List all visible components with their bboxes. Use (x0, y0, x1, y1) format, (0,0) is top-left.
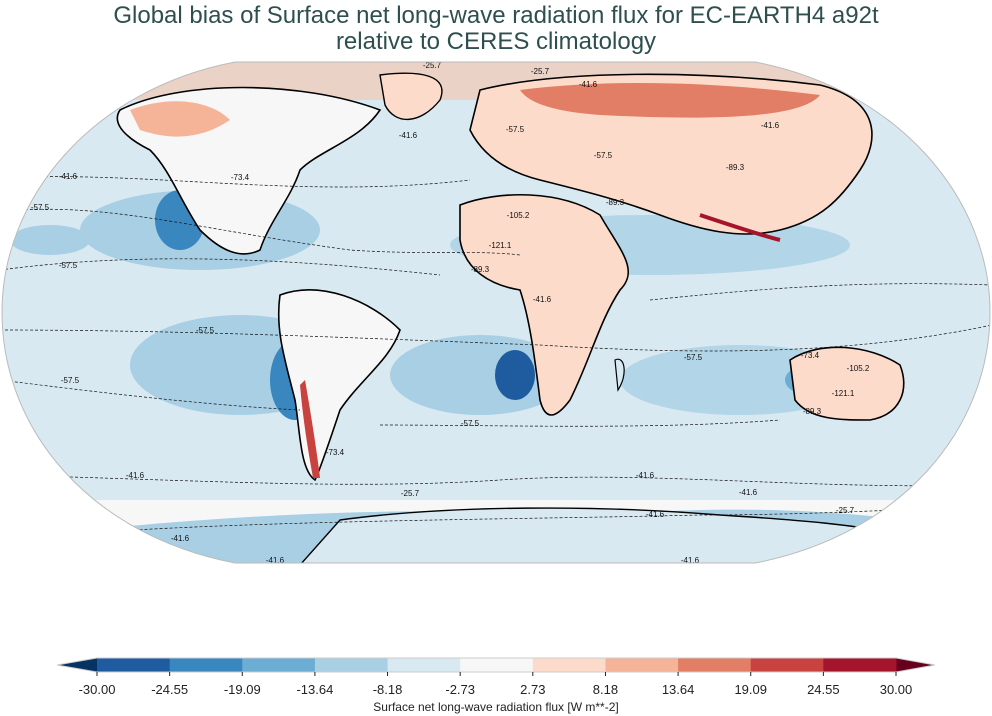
colorbar-segment (460, 658, 534, 672)
contour-label: -57.5 (59, 261, 78, 270)
contour-label: -105.2 (847, 364, 870, 373)
contour-label: -41.6 (266, 556, 285, 565)
colorbar-tick-label: -24.55 (151, 682, 188, 697)
contour-label: -105.2 (507, 211, 530, 220)
greenland (379, 72, 443, 121)
chart-title: Global bias of Surface net long-wave rad… (113, 2, 879, 29)
contour-label: -57.5 (61, 376, 80, 385)
contour-label: -57.5 (506, 125, 525, 134)
colorbar-segment (169, 658, 243, 672)
eurasia (469, 73, 873, 235)
colorbar-tick-label: 2.73 (520, 682, 545, 697)
contour-label: -57.5 (594, 151, 613, 160)
colorbar-tick-label: 13.64 (662, 682, 695, 697)
colorbar-tick-label: -13.64 (296, 682, 333, 697)
contour-label: -25.7 (401, 489, 420, 498)
contour-label: -41.6 (636, 471, 655, 480)
colorbar-tick-label: -30.00 (79, 682, 116, 697)
contour-label: -73.4 (326, 448, 345, 457)
australia (789, 346, 905, 421)
contour-label: -57.5 (684, 353, 703, 362)
map-area: -25.7 -25.7 -41.6 -41.6 -57.5 -57.5 -41.6 -73.4… (2, 61, 990, 565)
contour-label: -121.1 (489, 241, 512, 250)
colorbar-segment (532, 658, 606, 672)
colorbar-tick-label: 8.18 (593, 682, 618, 697)
contour-label: -89.3 (803, 407, 822, 416)
colorbar-label: Surface net long-wave radiation flux [W … (373, 700, 618, 714)
colorbar-tick-label: 30.00 (880, 682, 913, 697)
contour-label: -41.6 (646, 510, 665, 519)
contour-label: -41.6 (126, 471, 145, 480)
colorbar-segment (750, 658, 824, 672)
contour-label: -57.5 (31, 203, 50, 212)
africa (459, 193, 630, 416)
contour-label: -41.6 (171, 534, 190, 543)
contour-label: -41.6 (739, 488, 758, 497)
colorbar-tick-label: 19.09 (734, 682, 767, 697)
colorbar-segment (387, 658, 461, 672)
contour-label: -41.6 (399, 131, 418, 140)
contour-label: -25.7 (531, 67, 550, 76)
colorbar-over-extension (896, 658, 935, 672)
contour-label: -57.5 (196, 326, 215, 335)
contour-label: -89.3 (471, 265, 490, 274)
contour-label: -41.6 (59, 172, 78, 181)
contour-label: -73.4 (801, 351, 820, 360)
contour-label: -89.3 (606, 198, 625, 207)
colorbar-tick-label: -2.73 (445, 682, 475, 697)
contour-label: -73.4 (231, 173, 250, 182)
chart-subtitle: relative to CERES climatology (335, 28, 657, 55)
colorbar-tick-label: -19.09 (224, 682, 261, 697)
contour-label: -121.1 (832, 389, 855, 398)
contour-label: -41.6 (533, 295, 552, 304)
colorbar-segment (678, 658, 752, 672)
colorbar-segment (242, 658, 316, 672)
contour-lines (2, 176, 990, 541)
contour-label: -25.7 (423, 61, 442, 70)
colorbar-tick-label: 24.55 (807, 682, 840, 697)
colorbar-segment (314, 658, 389, 672)
colorbar-segment (97, 658, 171, 672)
colorbar-segment (823, 658, 897, 672)
contour-label: -41.6 (579, 80, 598, 89)
contour-label: -57.5 (461, 419, 480, 428)
madagascar (614, 358, 625, 392)
colorbar-tick-label: -8.18 (373, 682, 403, 697)
contour-label: -41.6 (761, 121, 780, 130)
colorbar-segment (605, 658, 679, 672)
colorbar: -30.00 -24.55 -19.09 -13.64 -8.18 -2.73 2.73 8.… (56, 657, 936, 697)
contour-label: -41.6 (681, 556, 700, 565)
contour-label: -89.3 (726, 163, 745, 172)
colorbar-under-extension (57, 658, 97, 672)
contour-label: -25.7 (836, 506, 855, 515)
